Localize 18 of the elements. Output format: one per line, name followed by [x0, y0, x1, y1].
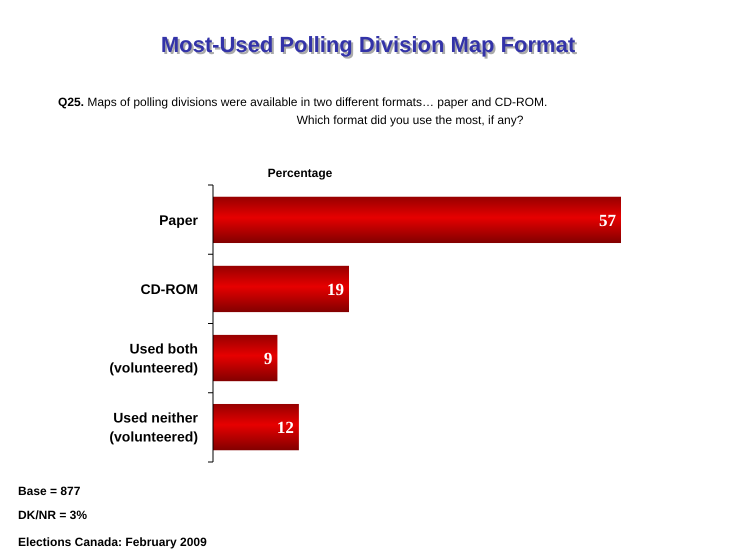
text: Elections Canada: February 2009	[18, 535, 208, 549]
y-tick-label: Paper	[159, 212, 199, 228]
bar	[213, 334, 278, 382]
y-tick-label: Used both (volunteered)	[109, 340, 198, 376]
text: Base = 877	[18, 484, 81, 498]
bar	[213, 404, 299, 450]
data-label: 9	[264, 349, 272, 368]
bar	[213, 196, 621, 244]
y-tick-label: CD-ROM	[140, 280, 198, 297]
chart-title: Most-Used Polling Division Map Format	[162, 34, 578, 59]
data-label: 12	[276, 418, 294, 438]
x-axis-title: Percentage	[268, 166, 333, 180]
data-label: 57	[599, 210, 616, 230]
y-tick-label: Used neither (volunteered)	[109, 410, 199, 445]
text: DK/NR = 3%	[18, 508, 88, 522]
data-label: 19	[327, 280, 344, 299]
bar	[213, 266, 349, 312]
chart-subtitle: Q25. Maps of polling divisions were available in two different formats… paper and CD-ROM. Which format did you use the most, if any?	[58, 95, 548, 127]
